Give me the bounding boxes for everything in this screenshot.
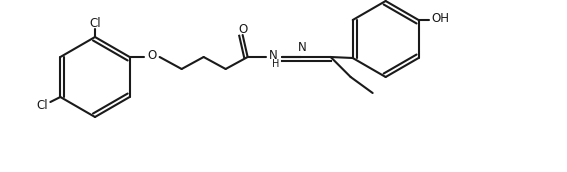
Text: Cl: Cl (89, 17, 101, 30)
Text: N: N (298, 40, 307, 53)
Text: O: O (147, 49, 156, 62)
Text: H: H (272, 59, 280, 69)
Text: N: N (269, 49, 278, 62)
Text: OH: OH (431, 12, 450, 24)
Text: O: O (238, 23, 247, 35)
Text: Cl: Cl (36, 99, 48, 111)
